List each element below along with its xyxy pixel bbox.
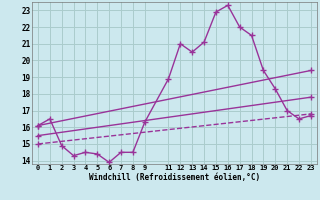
X-axis label: Windchill (Refroidissement éolien,°C): Windchill (Refroidissement éolien,°C) bbox=[89, 173, 260, 182]
